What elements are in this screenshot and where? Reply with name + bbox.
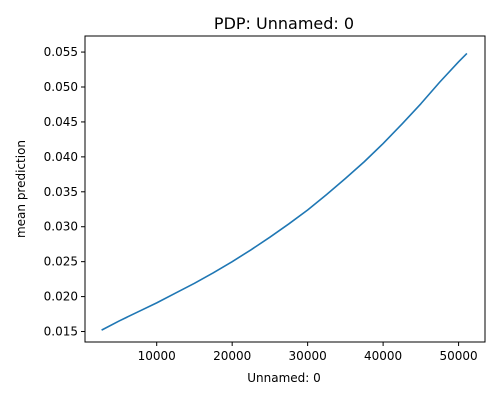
- y-axis-label: mean prediction: [14, 140, 28, 238]
- y-tick-label: 0.025: [44, 255, 78, 269]
- series-layer: [101, 52, 468, 331]
- y-tick-label: 0.050: [44, 80, 78, 94]
- y-tick-label: 0.035: [44, 185, 78, 199]
- y-tick-label: 0.040: [44, 150, 78, 164]
- y-tick-label: 0.055: [44, 45, 78, 59]
- y-tick-label: 0.030: [44, 220, 78, 234]
- y-axis-ticks: 0.015 0.020 0.025 0.030 0.035 0.040 0.045 0.050…: [44, 45, 85, 339]
- x-tick-label: 30000: [289, 349, 327, 363]
- y-tick-label: 0.015: [44, 325, 78, 339]
- y-tick-label: 0.020: [44, 290, 78, 304]
- x-tick-label: 50000: [439, 349, 477, 363]
- y-tick-label: 0.045: [44, 115, 78, 129]
- x-tick-label: 20000: [213, 349, 251, 363]
- x-axis-ticks: 10000 20000 30000 40000 50000: [138, 342, 478, 363]
- pdp-line: [101, 52, 468, 331]
- x-tick-label: 10000: [138, 349, 176, 363]
- x-tick-label: 40000: [364, 349, 402, 363]
- plot-frame: [84, 35, 486, 343]
- x-axis-label: Unnamed: 0: [247, 371, 321, 385]
- chart-title: PDP: Unnamed: 0: [214, 14, 354, 33]
